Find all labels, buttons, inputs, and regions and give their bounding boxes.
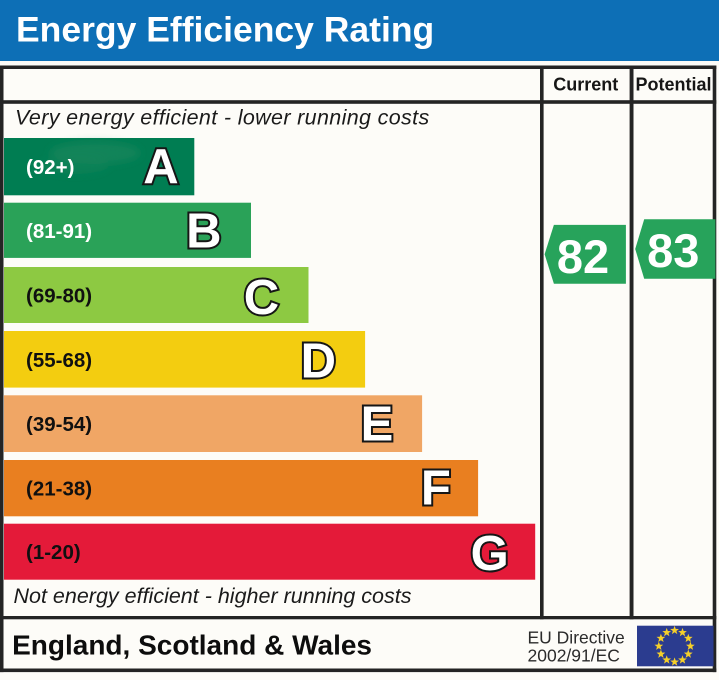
svg-text:G: G: [471, 527, 509, 581]
svg-text:(81-91): (81-91): [26, 220, 92, 243]
svg-text:England, Scotland & Wales: England, Scotland & Wales: [12, 630, 372, 661]
svg-text:Current: Current: [553, 75, 618, 95]
svg-text:(55-68): (55-68): [26, 349, 92, 372]
svg-text:Not energy efficient - higher: Not energy efficient - higher running co…: [14, 584, 412, 608]
svg-text:F: F: [421, 462, 451, 516]
svg-text:82: 82: [557, 230, 609, 283]
svg-text:E: E: [361, 398, 394, 452]
svg-text:(92+): (92+): [26, 156, 74, 179]
svg-text:(69-80): (69-80): [26, 285, 92, 308]
svg-text:Potential: Potential: [635, 75, 711, 95]
svg-text:EU Directive: EU Directive: [528, 628, 625, 648]
svg-text:Very energy efficient - lower: Very energy efficient - lower running co…: [15, 105, 430, 129]
svg-text:D: D: [301, 335, 336, 389]
svg-text:A: A: [143, 140, 178, 194]
svg-text:2002/91/EC: 2002/91/EC: [528, 646, 620, 666]
svg-text:B: B: [186, 205, 221, 259]
svg-text:(1-20): (1-20): [26, 541, 81, 564]
svg-text:Energy Efficiency Rating: Energy Efficiency Rating: [16, 10, 434, 50]
svg-text:(39-54): (39-54): [26, 413, 92, 436]
svg-text:C: C: [244, 271, 279, 325]
svg-text:83: 83: [647, 224, 699, 277]
svg-text:(21-38): (21-38): [26, 478, 92, 501]
